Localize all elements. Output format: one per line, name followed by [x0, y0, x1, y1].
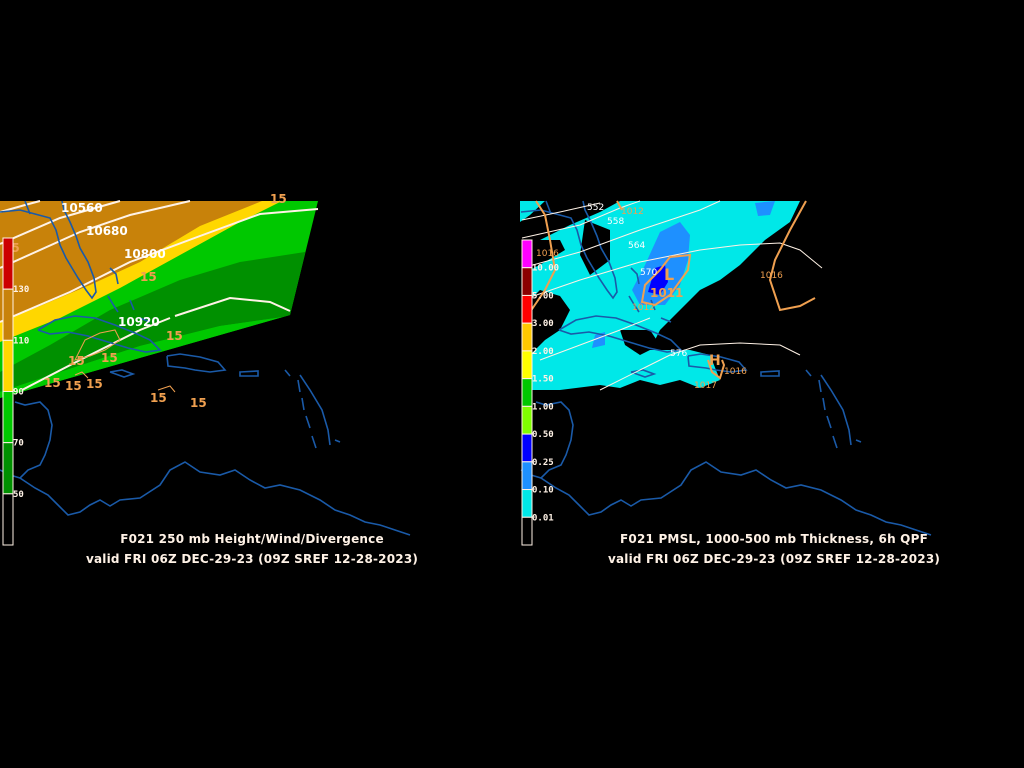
legend-swatch — [2, 442, 14, 495]
pressure-label: 1017 — [694, 381, 717, 391]
legend-label: 0.10 — [532, 486, 554, 496]
legend-label: 2.00 — [532, 347, 554, 357]
legend-swatch — [521, 405, 533, 435]
height-contours — [0, 200, 319, 391]
legend-swatch — [2, 493, 14, 546]
isobars — [527, 200, 816, 380]
legend-swatch — [521, 267, 533, 296]
left-panel-valid-time: valid FRI 06Z DEC-29-23 (09Z SREF 12-28-… — [85, 552, 419, 566]
legend-swatch — [521, 378, 533, 407]
legend-swatch — [521, 350, 533, 380]
divergence-label: 15 — [65, 379, 82, 393]
legend-swatch — [521, 489, 533, 518]
divergence-label: 15 — [101, 351, 118, 365]
thickness-label: 552 — [587, 203, 604, 213]
pressure-label: 1011 — [650, 286, 683, 300]
left-map: 10560 10680 10800 10920 15 15 15 15 15 1… — [0, 192, 411, 536]
legend-label: 10.00 — [532, 264, 559, 274]
divergence-label: 15 — [140, 270, 157, 284]
right-map: 552 558 564 570 576 1016 1012 1011 1012 … — [520, 200, 932, 536]
legend-label: 5.00 — [532, 291, 554, 301]
legend-label: 130 — [13, 285, 29, 295]
pressure-label: 1012 — [621, 207, 644, 217]
divergence-label: 15 — [150, 391, 167, 405]
left-panel-title: F021 250 mb Height/Wind/Divergence — [120, 532, 384, 546]
thickness-label: 564 — [628, 241, 645, 251]
land-gap — [580, 220, 610, 275]
divergence-label: 15 — [190, 396, 207, 410]
pressure-label: 1016 — [536, 249, 559, 259]
legend-swatch — [2, 237, 14, 290]
thickness-label: 576 — [670, 349, 687, 359]
legend-label: 50 — [13, 490, 24, 500]
height-label: 10560 — [61, 201, 103, 215]
divergence-label: 15 — [44, 376, 61, 390]
divergence-label: 15 — [166, 329, 183, 343]
legend-label: 70 — [13, 439, 24, 449]
legend-swatch — [521, 433, 533, 463]
legend-swatch — [2, 288, 14, 341]
thickness-contours — [521, 200, 823, 391]
height-label: 10680 — [86, 224, 128, 238]
thickness-label: 570 — [640, 268, 657, 278]
legend-label: 90 — [13, 388, 24, 398]
pressure-label: 1012 — [632, 303, 655, 313]
wind-band-70 — [0, 250, 318, 392]
high-pressure-marker: H — [709, 353, 721, 369]
right-legend: 10.00 5.00 3.00 2.00 1.50 1.00 0.50 0.25 0.10 0.0… — [521, 239, 559, 546]
thickness-label: 558 — [607, 217, 624, 227]
legend-swatch — [2, 339, 14, 393]
legend-swatch — [521, 294, 533, 324]
pressure-label: 1016 — [724, 367, 747, 377]
low-pressure-marker: L — [664, 265, 674, 284]
legend-label: 0.25 — [532, 458, 554, 468]
legend-label: 1.50 — [532, 375, 554, 385]
height-label: 10920 — [118, 315, 160, 329]
height-label: 10800 — [124, 247, 166, 261]
legend-swatch — [521, 322, 533, 352]
legend-swatch — [521, 516, 533, 546]
left-legend: 130 110 90 70 50 — [2, 237, 29, 546]
legend-swatch — [2, 391, 14, 444]
divergence-contours — [74, 329, 176, 393]
legend-label: 0.50 — [532, 430, 554, 440]
qpf-area-0.10 — [592, 332, 605, 348]
qpf-area-0.25 — [648, 265, 668, 295]
qpf-area-0.10 — [755, 201, 775, 216]
divergence-label: 15 — [68, 354, 85, 368]
legend-swatch — [521, 239, 533, 269]
divergence-label: 15 — [86, 377, 103, 391]
legend-label: 1.00 — [532, 402, 554, 412]
legend-swatch — [521, 461, 533, 491]
legend-label: 3.00 — [532, 319, 554, 329]
legend-label: 110 — [13, 336, 29, 346]
right-panel-title: F021 PMSL, 1000-500 mb Thickness, 6h QPF — [620, 532, 928, 546]
pressure-label: 1016 — [760, 271, 783, 281]
legend-label: 0.01 — [532, 513, 554, 523]
right-panel-valid-time: valid FRI 06Z DEC-29-23 (09Z SREF 12-28-… — [607, 552, 941, 566]
divergence-label: 15 — [270, 192, 287, 206]
